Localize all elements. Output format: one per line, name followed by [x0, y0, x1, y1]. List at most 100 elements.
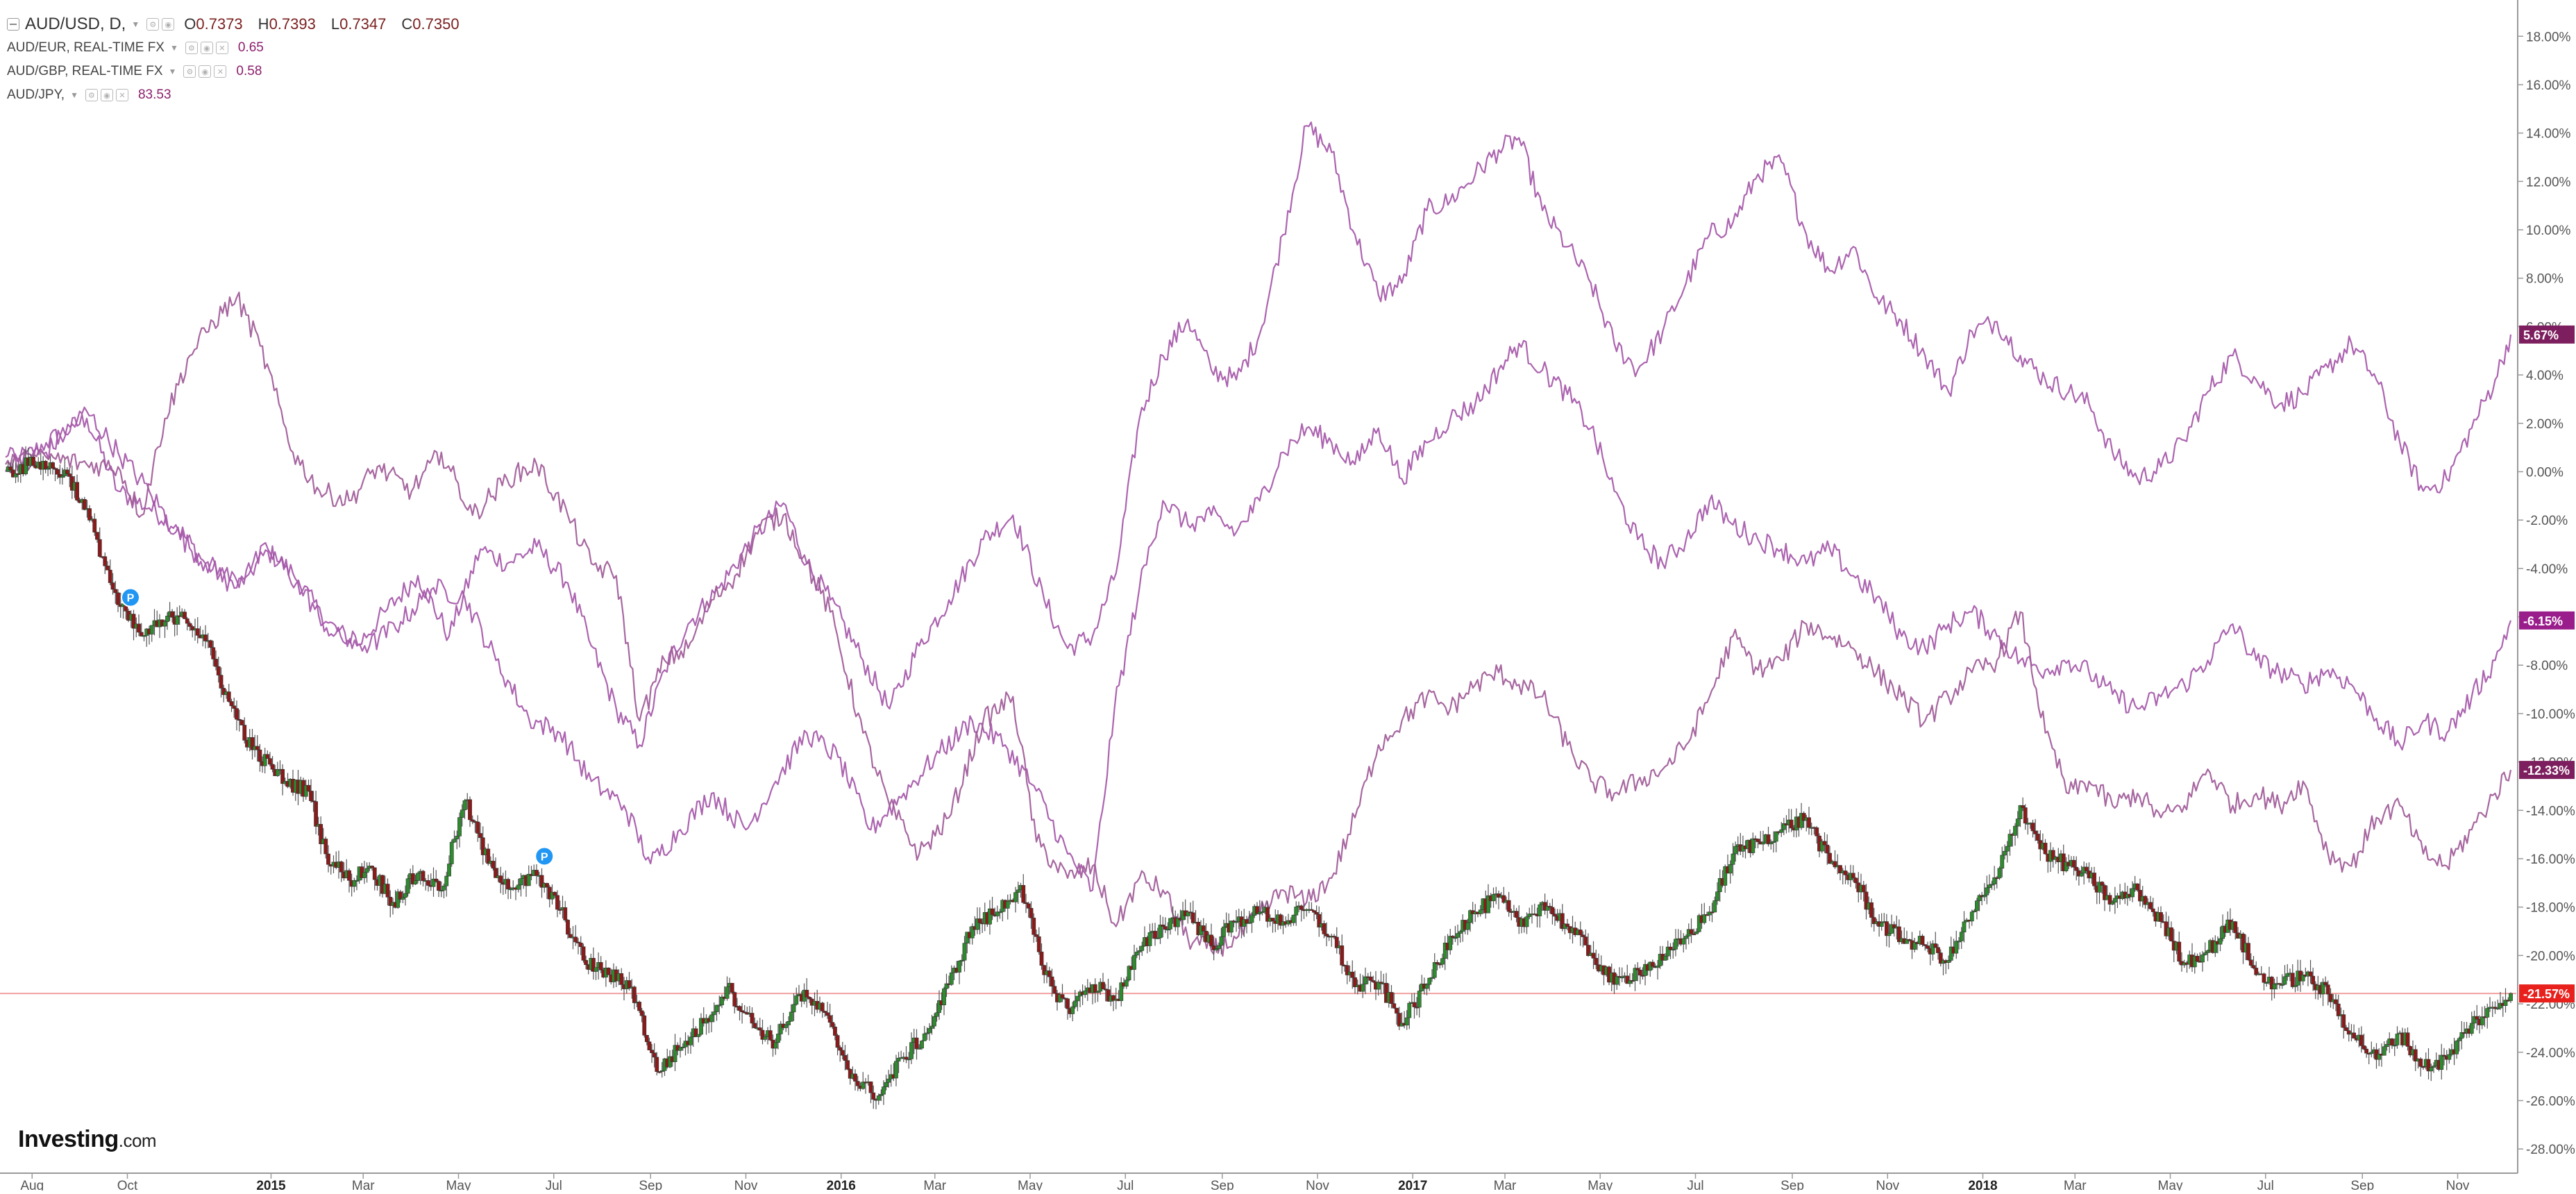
- visibility-icon[interactable]: ◉: [200, 42, 213, 54]
- candle: [2282, 965, 2287, 986]
- candle: [920, 1040, 924, 1050]
- candle-body: [1165, 929, 1170, 931]
- candle-body: [2195, 955, 2200, 962]
- candle-body: [1448, 936, 1453, 950]
- candle-body: [110, 582, 115, 590]
- candle: [190, 625, 195, 638]
- chevron-down-icon[interactable]: ▼: [169, 43, 178, 53]
- candle-body: [730, 982, 734, 993]
- candle-body: [1815, 827, 1819, 836]
- chevron-down-icon[interactable]: ▼: [70, 90, 78, 100]
- event-marker[interactable]: P: [121, 587, 140, 607]
- settings-icon[interactable]: ⚙: [183, 65, 196, 78]
- overlay-value: 83.53: [137, 87, 171, 102]
- candle: [1153, 923, 1157, 946]
- candle: [221, 684, 226, 703]
- candle-body: [1828, 852, 1832, 864]
- candle: [255, 734, 260, 762]
- candle: [2359, 1026, 2364, 1053]
- candle: [1972, 909, 1977, 913]
- x-tick-label: May: [2158, 1179, 2183, 1191]
- candle-body: [977, 918, 982, 923]
- candle: [401, 891, 405, 903]
- overlay-series-layer: [5, 121, 2512, 957]
- overlay-symbol-label[interactable]: AUD/GBP, REAL-TIME FX: [7, 64, 163, 78]
- candle-body: [1265, 907, 1270, 922]
- candle-body: [1547, 906, 1552, 908]
- settings-icon[interactable]: ⚙: [85, 89, 98, 101]
- candle: [794, 987, 799, 1006]
- candle: [1833, 850, 1837, 869]
- close-icon[interactable]: ✕: [214, 65, 227, 78]
- candle-body: [2352, 1032, 2356, 1039]
- candle: [1774, 831, 1778, 852]
- settings-icon[interactable]: ⚙: [185, 42, 198, 54]
- candle-body: [2325, 984, 2330, 995]
- candle-body: [239, 720, 244, 725]
- close-icon[interactable]: ✕: [115, 89, 128, 101]
- candle: [53, 466, 58, 482]
- event-marker[interactable]: P: [534, 846, 555, 866]
- candle: [680, 1043, 685, 1051]
- candle: [1771, 831, 1776, 853]
- candle: [2192, 952, 2197, 974]
- candle-body: [1456, 933, 1460, 938]
- chevron-down-icon[interactable]: ▼: [131, 19, 140, 29]
- candle: [838, 1045, 843, 1062]
- candle: [1404, 1010, 1409, 1030]
- event-marker-label: P: [127, 593, 135, 605]
- chevron-down-icon[interactable]: ▼: [168, 67, 177, 76]
- candle-body: [545, 883, 549, 888]
- candle: [1291, 914, 1296, 926]
- candle: [2007, 829, 2012, 856]
- visibility-icon[interactable]: ◉: [162, 18, 175, 31]
- candle-body: [573, 936, 578, 943]
- candle: [699, 1013, 703, 1036]
- candle: [1435, 959, 1440, 970]
- candle-body: [2269, 977, 2274, 990]
- candle-body: [116, 592, 120, 605]
- x-tick-label: Nov: [2446, 1179, 2470, 1191]
- price-tag-label: -12.33%: [2523, 764, 2570, 777]
- candle-body: [942, 988, 946, 1006]
- candle: [1376, 979, 1381, 996]
- candle-body: [426, 880, 430, 886]
- candle-body: [364, 868, 369, 873]
- candle-body: [578, 942, 583, 948]
- visibility-icon[interactable]: ◉: [100, 89, 113, 101]
- main-symbol-label[interactable]: AUD/USD, D,: [25, 15, 126, 33]
- x-tick-label: 2018: [1968, 1179, 1997, 1191]
- candle: [491, 853, 496, 871]
- candle-body: [2328, 993, 2333, 1002]
- candle-body: [1625, 975, 1630, 984]
- candle-body: [268, 758, 272, 765]
- candle-body: [627, 980, 632, 989]
- candle-body: [1036, 936, 1041, 952]
- candle-body: [886, 1078, 891, 1083]
- candle: [2469, 1011, 2474, 1036]
- candle: [1501, 886, 1506, 905]
- candle-body: [2000, 855, 2005, 869]
- candle: [2079, 866, 2084, 877]
- candle: [2205, 949, 2210, 961]
- candle: [1987, 874, 1992, 893]
- candle-body: [1093, 984, 1097, 993]
- candle-body: [594, 967, 598, 972]
- close-icon[interactable]: ✕: [215, 42, 228, 54]
- overlay-symbol-label[interactable]: AUD/JPY,: [7, 87, 65, 102]
- visibility-icon[interactable]: ◉: [199, 65, 212, 78]
- candle-body: [1111, 995, 1116, 1001]
- collapse-legend-icon[interactable]: [7, 18, 19, 31]
- settings-icon[interactable]: ⚙: [146, 18, 160, 31]
- candle-body: [778, 1023, 783, 1034]
- candle-body: [131, 614, 136, 629]
- candle-body: [2130, 888, 2135, 898]
- candle: [644, 1034, 649, 1045]
- overlay-symbol-label[interactable]: AUD/EUR, REAL-TIME FX: [7, 40, 165, 55]
- candle-body: [1819, 841, 1824, 852]
- event-marker-layer: PP: [121, 587, 555, 866]
- candle: [149, 625, 154, 642]
- candle-body: [1801, 813, 1806, 821]
